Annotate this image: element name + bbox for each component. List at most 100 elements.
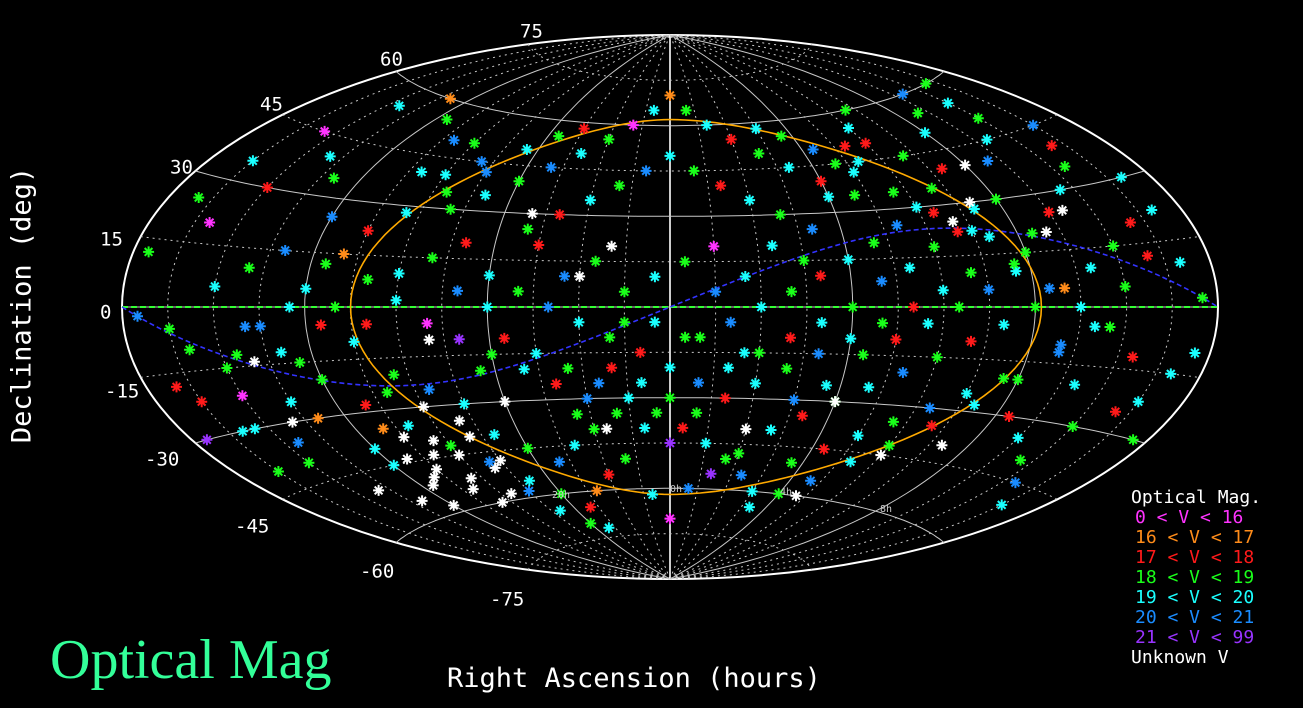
data-point <box>603 522 615 534</box>
data-point <box>1009 477 1021 489</box>
ra-tick-label: 4h <box>780 487 792 498</box>
data-point <box>196 396 208 408</box>
data-point <box>261 182 273 193</box>
data-point <box>926 420 938 432</box>
data-point <box>790 490 802 502</box>
data-point <box>221 362 233 374</box>
data-point <box>338 248 350 260</box>
data-point <box>816 317 828 329</box>
data-point <box>627 119 639 131</box>
data-point <box>484 456 495 468</box>
data-point <box>1104 321 1116 333</box>
data-point <box>231 349 243 361</box>
data-point <box>575 148 587 159</box>
data-point <box>649 271 661 283</box>
data-point <box>279 245 291 256</box>
data-point <box>348 336 360 348</box>
data-point <box>890 334 902 345</box>
data-point <box>193 192 205 203</box>
data-point <box>968 203 980 215</box>
data-point <box>428 449 440 461</box>
data-point <box>398 431 410 443</box>
legend: Optical Mag. 0 < V < 16 16 < V < 17 17 <… <box>1125 488 1261 668</box>
data-point <box>1055 339 1067 351</box>
data-point <box>876 275 888 287</box>
data-point <box>426 252 438 264</box>
data-point <box>786 286 797 298</box>
data-point <box>964 196 976 208</box>
data-point <box>272 466 284 477</box>
parallel-line <box>395 71 945 127</box>
data-point <box>248 356 260 368</box>
data-point <box>423 334 435 346</box>
data-point <box>1067 421 1079 432</box>
parallel-line <box>527 533 813 570</box>
data-point <box>483 269 495 281</box>
data-point <box>875 449 887 461</box>
data-point <box>860 137 872 149</box>
data-point <box>739 271 751 282</box>
data-point <box>1197 292 1208 304</box>
data-point <box>533 239 545 251</box>
data-point <box>584 194 596 206</box>
data-point <box>966 225 978 237</box>
data-point <box>571 408 583 420</box>
data-point <box>924 402 936 414</box>
x-axis-label: Right Ascension (hours) <box>447 663 821 694</box>
data-point <box>421 317 433 329</box>
data-point <box>634 346 646 358</box>
data-point <box>526 208 538 220</box>
legend-entry: 18 < V < 19 <box>1135 567 1255 588</box>
dec-tick-label: 0 <box>100 302 111 324</box>
data-point <box>400 207 412 219</box>
data-point <box>303 457 315 469</box>
data-point <box>369 443 381 455</box>
data-point <box>1056 204 1068 216</box>
data-point <box>1189 347 1201 359</box>
data-point <box>402 420 414 432</box>
data-point <box>708 240 720 252</box>
data-point <box>239 321 251 333</box>
legend-unknown: Unknown V <box>1131 647 1229 668</box>
data-point <box>847 301 859 313</box>
data-point <box>326 211 338 223</box>
data-point <box>554 505 566 517</box>
legend-entry: 16 < V < 17 <box>1135 527 1255 548</box>
data-point <box>691 407 703 419</box>
parallel-line <box>527 44 813 81</box>
dec-tick-label: 30 <box>170 157 193 179</box>
data-point <box>603 133 615 145</box>
data-point <box>700 437 712 449</box>
data-point <box>931 351 943 363</box>
data-point <box>996 499 1008 511</box>
legend-entry: 0 < V < 16 <box>1135 507 1244 528</box>
data-point <box>710 286 722 298</box>
data-point <box>573 316 585 328</box>
data-point <box>460 237 472 249</box>
data-point <box>922 318 934 330</box>
data-point <box>1127 351 1139 363</box>
data-point <box>649 316 661 328</box>
data-point <box>1053 346 1065 358</box>
data-point <box>848 166 860 178</box>
data-point <box>316 374 328 386</box>
data-point <box>453 333 465 345</box>
data-point <box>998 319 1010 331</box>
data-point <box>448 134 460 146</box>
data-point <box>720 453 732 465</box>
data-point <box>897 150 909 162</box>
data-point <box>852 430 864 442</box>
dec-tick-label: -30 <box>145 449 179 471</box>
data-point <box>428 435 439 447</box>
data-point <box>775 130 787 142</box>
data-point <box>553 456 565 468</box>
data-point <box>611 407 623 419</box>
data-point <box>785 332 796 344</box>
data-point <box>753 148 765 159</box>
data-point <box>664 89 676 101</box>
data-point <box>201 434 213 446</box>
data-point <box>553 130 565 142</box>
data-point <box>749 377 761 389</box>
data-point <box>829 396 841 408</box>
data-point <box>664 437 676 449</box>
